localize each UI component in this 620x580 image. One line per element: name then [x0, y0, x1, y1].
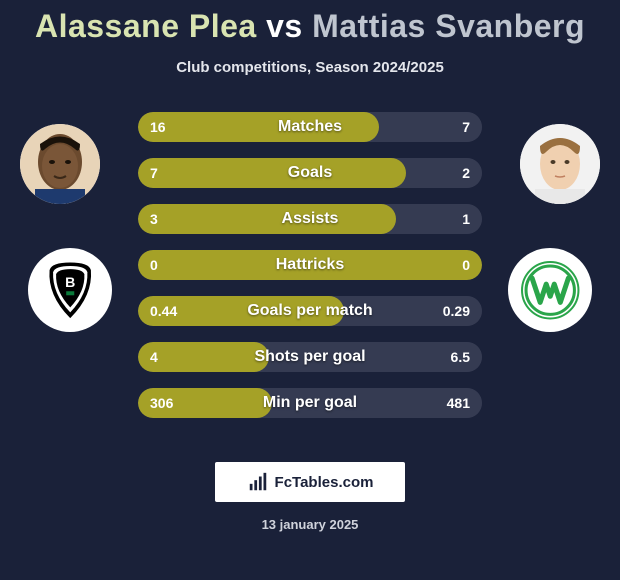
- chart-icon: [247, 471, 269, 493]
- svg-text:B: B: [65, 274, 75, 290]
- stat-row: 306481Min per goal: [138, 388, 482, 418]
- stat-row: 31Assists: [138, 204, 482, 234]
- player2-avatar: [520, 124, 600, 204]
- content-area: B 167Matches 72Goals 31Assists 00Hattricks 0…: [0, 104, 620, 424]
- player2-club-badge: [508, 248, 592, 332]
- stat-label: Min per goal: [138, 388, 482, 418]
- fctables-logo-text: FcTables.com: [275, 474, 374, 491]
- gladbach-badge-icon: B: [40, 260, 100, 320]
- player1-club-badge: B: [28, 248, 112, 332]
- wolfsburg-badge-icon: [520, 260, 580, 320]
- vs-separator: vs: [266, 8, 303, 44]
- player2-name: Mattias Svanberg: [312, 8, 585, 44]
- date-text: 13 january 2025: [0, 517, 620, 532]
- stat-label: Matches: [138, 112, 482, 142]
- stat-bars-container: 167Matches 72Goals 31Assists 00Hattricks 0.4…: [138, 112, 482, 434]
- stat-label: Goals: [138, 158, 482, 188]
- subtitle: Club competitions, Season 2024/2025: [0, 59, 620, 76]
- stat-row: 00Hattricks: [138, 250, 482, 280]
- stat-row: 46.5Shots per goal: [138, 342, 482, 372]
- fctables-logo: FcTables.com: [215, 462, 405, 502]
- stat-label: Shots per goal: [138, 342, 482, 372]
- player1-name: Alassane Plea: [35, 8, 257, 44]
- stat-label: Hattricks: [138, 250, 482, 280]
- stat-row: 167Matches: [138, 112, 482, 142]
- player2-face-icon: [520, 124, 600, 204]
- stat-label: Goals per match: [138, 296, 482, 326]
- stat-label: Assists: [138, 204, 482, 234]
- stat-row: 72Goals: [138, 158, 482, 188]
- player1-face-icon: [20, 124, 100, 204]
- comparison-title: Alassane Plea vs Mattias Svanberg: [0, 0, 620, 45]
- stat-row: 0.440.29Goals per match: [138, 296, 482, 326]
- player1-avatar: [20, 124, 100, 204]
